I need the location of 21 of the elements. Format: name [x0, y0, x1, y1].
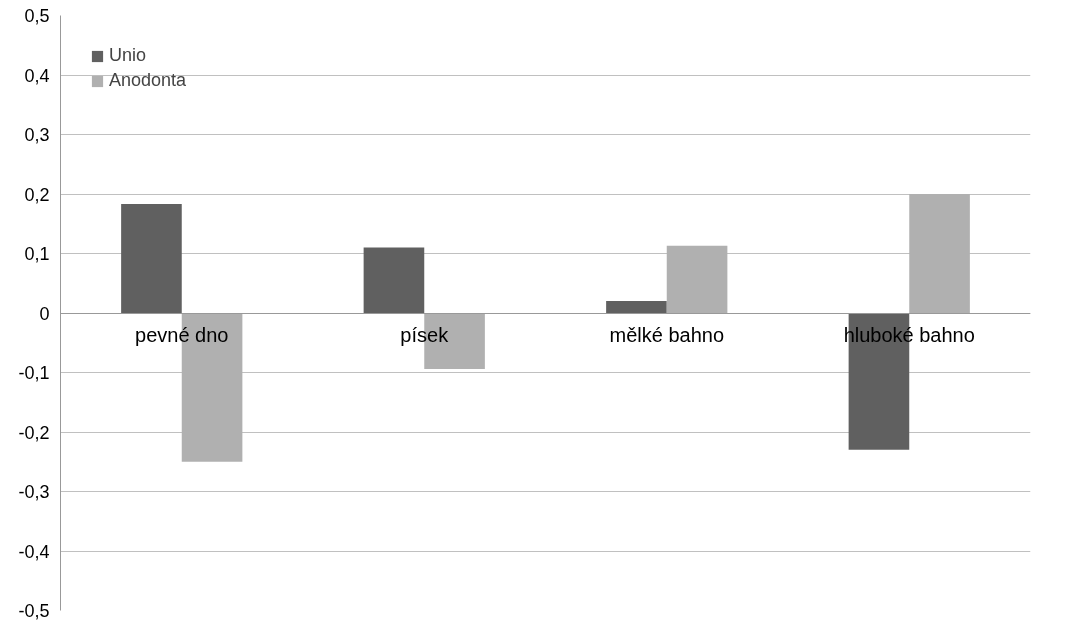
legend-label: Anodonta [109, 70, 187, 91]
x-tick-label: mělké bahno [609, 324, 725, 346]
y-tick-label: -0,3 [18, 482, 50, 502]
bar [666, 245, 728, 313]
bar [121, 204, 182, 313]
bar [606, 301, 667, 313]
x-tick-label: pevné dno [135, 324, 229, 346]
y-tick-label: -0,2 [18, 422, 50, 443]
y-tick-label: 0 [39, 303, 50, 324]
y-tick-label: 0,5 [24, 6, 50, 26]
bar [909, 194, 970, 313]
y-tick-label: -0,1 [18, 363, 50, 383]
y-tick-label: -0,5 [18, 601, 50, 621]
y-tick-label: 0,1 [24, 244, 50, 264]
y-tick-label: 0,2 [24, 184, 50, 205]
y-tick-label: 0,3 [24, 125, 50, 145]
x-tick-label: písek [400, 324, 450, 346]
legend-label: Unio [109, 45, 147, 66]
bar [363, 247, 425, 313]
y-tick-label: -0,4 [18, 541, 50, 562]
y-tick-label: 0,4 [24, 65, 50, 86]
